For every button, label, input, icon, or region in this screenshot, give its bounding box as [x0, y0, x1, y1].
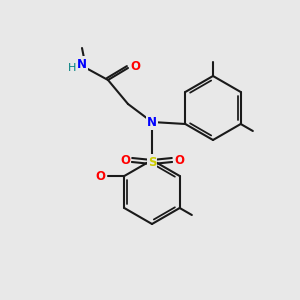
Text: H: H [68, 63, 76, 73]
Text: N: N [147, 116, 157, 128]
Text: O: O [130, 59, 140, 73]
Text: O: O [174, 154, 184, 166]
Text: N: N [77, 58, 87, 70]
Text: O: O [95, 169, 105, 182]
Text: O: O [120, 154, 130, 166]
Text: S: S [148, 155, 156, 169]
